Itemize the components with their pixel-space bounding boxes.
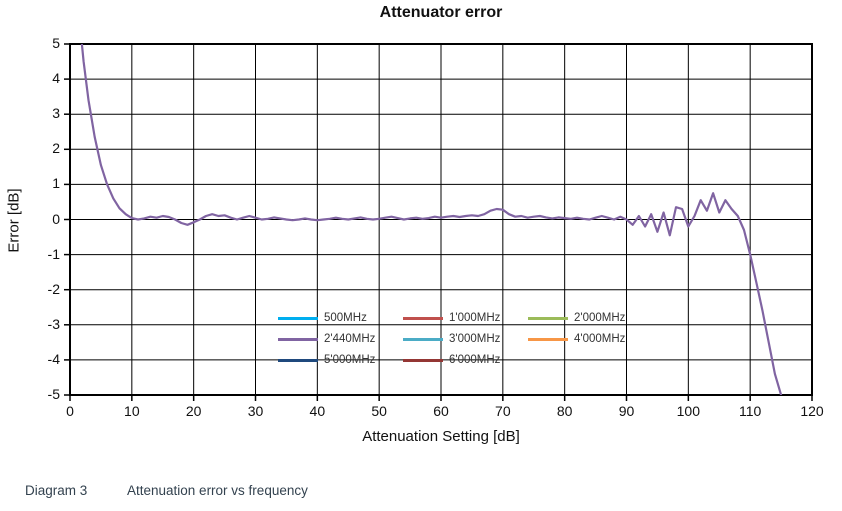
legend-line-swatch — [528, 337, 568, 341]
legend-item: 1'000MHz — [403, 312, 528, 324]
legend-label: 5'000MHz — [324, 354, 376, 366]
chart-title: Attenuator error — [379, 4, 503, 21]
plot-area — [64, 43, 813, 401]
legend-label: 2'440MHz — [324, 333, 376, 345]
x-axis-label: Attenuation Setting [dB] — [362, 428, 520, 445]
legend-label: 1'000MHz — [449, 312, 501, 324]
legend-line-swatch — [403, 358, 443, 362]
legend-label: 6'000MHz — [449, 354, 501, 366]
legend-line-swatch — [403, 316, 443, 320]
legend-line-swatch — [278, 358, 318, 362]
x-tick-label: 100 — [676, 403, 700, 419]
legend-line-swatch — [528, 316, 568, 320]
legend-item: 3'000MHz — [403, 333, 528, 345]
legend-item: 2'000MHz — [528, 312, 653, 324]
caption-label: Diagram 3 — [25, 483, 88, 498]
x-tick-label: 80 — [556, 403, 573, 419]
legend-item: 5'000MHz — [278, 354, 403, 366]
x-tick-label: 50 — [371, 403, 387, 419]
y-tick-label: 5 — [52, 35, 60, 51]
x-tick-label: 40 — [309, 403, 326, 419]
x-tick-label: 120 — [800, 403, 824, 419]
y-axis-label: Error [dB] — [5, 188, 23, 253]
y-tick-label: -3 — [47, 315, 60, 332]
y-tick-label: 0 — [52, 210, 60, 227]
x-tick-label: 0 — [66, 403, 74, 419]
x-tick-label: 30 — [247, 403, 264, 419]
y-tick-label: 4 — [52, 70, 60, 87]
series-line-2440MHz — [80, 44, 783, 395]
y-tick-label: -2 — [47, 280, 60, 297]
caption-text: Attenuation error vs frequency — [127, 483, 308, 498]
y-tick-label: 1 — [52, 175, 60, 192]
legend: 500MHz 1'000MHz 2'000MHz 2'440MHz 3'000MHz 4'… — [278, 312, 653, 366]
legend-label: 3'000MHz — [449, 333, 501, 345]
y-tick-label: 2 — [52, 140, 60, 157]
legend-item: 6'000MHz — [403, 354, 528, 366]
x-tick-label: 70 — [495, 403, 511, 419]
x-tick-label: 10 — [124, 403, 140, 419]
legend-item: 500MHz — [278, 312, 403, 324]
legend-line-swatch — [403, 337, 443, 341]
x-tick-label: 20 — [185, 403, 202, 419]
legend-line-swatch — [278, 337, 318, 341]
legend-item: 2'440MHz — [278, 333, 403, 345]
y-tick-label: -1 — [47, 245, 60, 262]
y-tick-label: -4 — [47, 350, 60, 367]
legend-item: 4'000MHz — [528, 333, 653, 345]
x-tick-label: 90 — [618, 403, 635, 419]
legend-line-swatch — [278, 316, 318, 320]
legend-label: 2'000MHz — [574, 312, 626, 324]
y-tick-label: 3 — [52, 105, 60, 122]
x-tick-label: 110 — [738, 403, 762, 419]
x-tick-label: 60 — [433, 403, 449, 419]
legend-label: 4'000MHz — [574, 333, 626, 345]
y-tick-label: -5 — [47, 386, 60, 402]
legend-label: 500MHz — [324, 312, 367, 324]
